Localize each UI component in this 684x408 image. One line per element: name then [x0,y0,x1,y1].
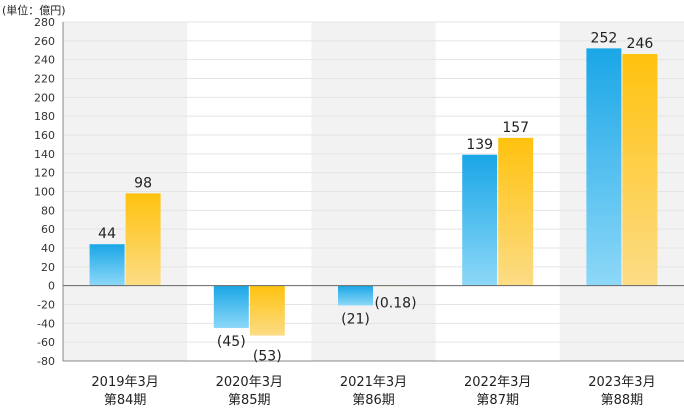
x-category-label: 第87期 [476,393,519,408]
gridlines [63,21,684,362]
value-label: 98 [134,175,152,191]
x-category-label: 2022年3月 [464,375,531,390]
value-label: 252 [591,30,618,46]
x-category-label: 2020年3月 [216,375,283,390]
unit-label: (単位：億円) [2,3,66,17]
axes [62,22,684,362]
bar-series-1 [586,48,622,286]
bars [89,48,658,336]
value-label: 246 [627,36,654,52]
x-category-label: 2023年3月 [588,375,655,390]
y-tick-label: 180 [34,110,55,123]
y-tick-label: 60 [41,223,55,236]
y-tick-label: 260 [34,35,55,48]
x-category-label: 2021年3月 [340,375,407,390]
y-tick-label: -80 [37,355,55,368]
y-tick-label: 20 [41,261,55,274]
x-category-label: 2019年3月 [91,375,158,390]
y-tick-label: 220 [34,73,55,86]
bar-series-2 [498,137,534,286]
y-tick-label: 200 [34,91,55,104]
bar-series-1 [89,244,125,286]
value-label: 44 [98,226,116,242]
y-tick-label: 240 [34,54,55,67]
value-label: (0.18) [374,296,416,312]
value-label: 139 [466,137,493,153]
bar-series-1 [338,285,373,306]
value-labels: 44 98 (45) (53) (21)(0.18) 139 157 252 246 [98,30,653,364]
y-tick-label: 140 [34,148,55,161]
x-category-label: 第85期 [228,393,271,408]
y-tick-label: 0 [48,280,55,293]
y-tick-label: 280 [34,16,55,29]
y-tick-label: -40 [37,317,55,330]
y-tick-label: 160 [34,129,55,142]
bar-series-2 [249,285,285,336]
y-tick-label: -20 [37,299,55,312]
y-tick-label: 120 [34,167,55,180]
bar-series-1 [213,285,249,329]
y-tick-labels: -80 -60 -40 -20 0 20 40 60 80 100 120 140 160 180 200 2… [34,16,55,368]
value-label: (45) [217,334,246,350]
y-tick-label: 80 [41,204,55,217]
bar-series-2 [622,54,658,286]
y-tick-label: -60 [37,336,55,349]
value-label: 157 [502,120,529,136]
value-label: (53) [253,349,282,365]
value-label: (21) [341,311,370,327]
bar-series-2 [125,193,161,286]
x-category-label: 第88期 [601,393,644,408]
y-tick-label: 100 [34,186,55,199]
y-tick-label: 40 [41,242,55,255]
x-category-label: 第86期 [352,393,395,408]
x-category-label: 第84期 [104,393,147,408]
bar-series-1 [462,154,498,286]
